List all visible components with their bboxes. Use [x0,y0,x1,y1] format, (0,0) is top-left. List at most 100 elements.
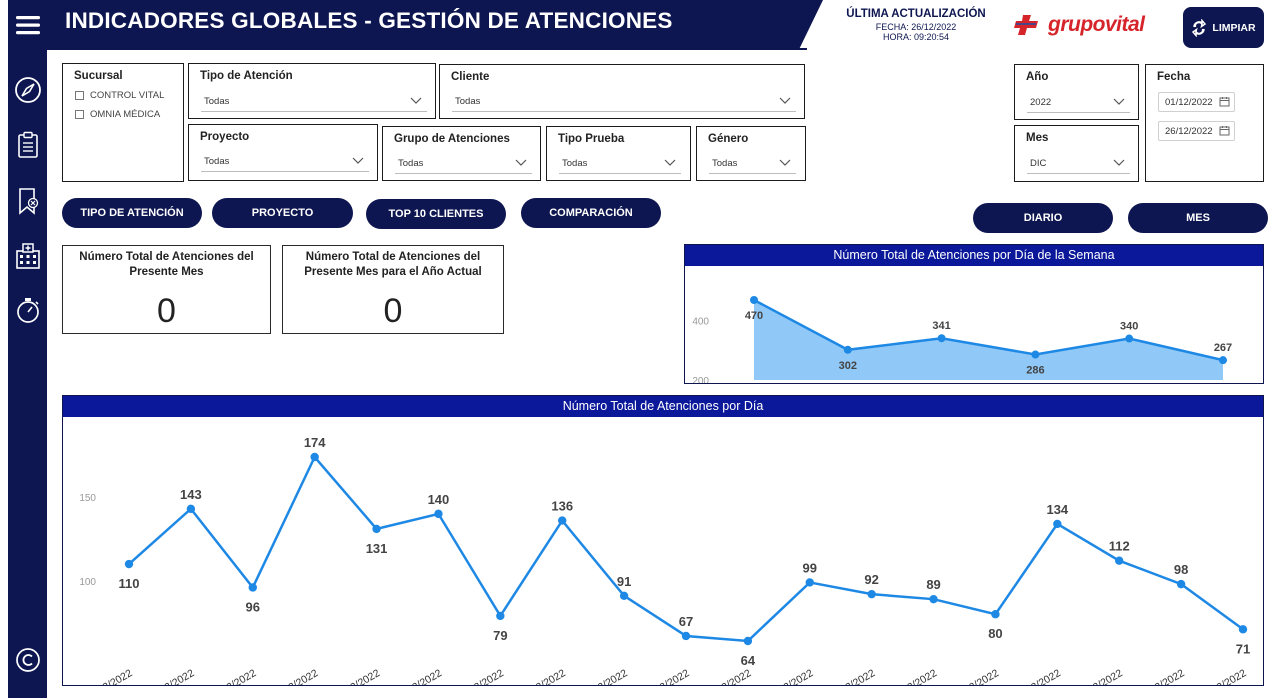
chart-daily: Número Total de Atenciones por Día 100 15… [62,395,1264,698]
filter-tipo-atencion-label: Tipo de Atención [200,70,293,82]
x-tick-label: 6/12/2022 [336,667,383,685]
title-underline [47,48,807,50]
data-label: 89 [926,577,940,592]
cliente-dropdown[interactable]: Todas [452,91,796,112]
x-tick-label: 15/12/2022 [702,667,754,685]
menu-icon[interactable] [12,9,43,40]
checkbox-omnia-medica[interactable]: OMNIA MÉDICA [75,109,160,120]
nav-top10-button[interactable]: TOP 10 CLIENTES [366,199,506,229]
data-point [867,589,876,599]
calendar-icon [1219,97,1230,107]
x-tick-label: 12/12/2022 [516,667,568,685]
kpi-mes-title: Número Total de Atenciones del Presente … [79,251,254,278]
hospital-icon[interactable] [12,240,43,271]
stopwatch-icon[interactable] [12,294,43,325]
data-label: 92 [864,572,878,587]
filter-cliente: Cliente Todas [439,64,805,119]
kpi-anio-value: 0 [383,292,403,330]
chevron-down-icon [779,97,791,104]
data-point [843,345,852,354]
data-point [805,578,814,587]
bookmark-icon[interactable] [12,185,43,216]
data-label: 112 [1109,539,1130,554]
compass-icon[interactable] [12,74,43,105]
nav-tipo-atencion-button[interactable]: TIPO DE ATENCIÓN [62,198,202,228]
data-label: 340 [1120,321,1138,333]
checkbox-control-vital[interactable]: CONTROL VITAL [75,90,164,101]
kpi-atenciones-mes: Número Total de Atenciones del Presente … [62,245,271,334]
nav-diario-button[interactable]: DIARIO [973,203,1113,233]
data-point [619,591,629,601]
chevron-down-icon [352,157,364,164]
page-title: INDICADORES GLOBALES - GESTIÓN DE ATENCI… [65,8,673,33]
filter-genero-label: Género [708,133,749,145]
data-label: 64 [741,653,756,668]
area-fill [754,300,1223,380]
x-tick-label: 5/12/2022 [274,667,321,685]
data-label: 91 [617,574,631,589]
clipboard-icon[interactable] [12,129,43,160]
data-point [310,452,319,462]
logo: grupovital [1014,10,1154,40]
kpi-anio-title: Número Total de Atenciones del Presente … [304,251,482,278]
data-point [743,636,753,646]
filter-cliente-label: Cliente [451,71,490,83]
chart-daily-title: Número Total de Atenciones por Día [63,396,1263,417]
x-tick-label: 17/12/2022 [826,667,878,685]
data-label: 110 [119,576,140,591]
data-label: 134 [1046,502,1068,517]
filter-tipo-atencion: Tipo de Atención Todas [188,63,436,119]
x-tick-label: 20/12/2022 [949,667,1001,685]
y-tick-label: 100 [79,577,96,588]
x-tick-label: 26/12/2022 [1197,667,1249,685]
date-start-input[interactable]: 01/12/2022 [1158,92,1235,112]
anio-dropdown[interactable]: 2022 [1027,92,1130,113]
filter-genero: Género Todas [696,126,806,181]
kpi-atenciones-anio: Número Total de Atenciones del Presente … [282,245,504,334]
nav-proyecto-button[interactable]: PROYECTO [212,198,353,228]
filter-grupo-atenciones-label: Grupo de Atenciones [394,133,510,145]
data-label: 67 [679,614,693,629]
data-label: 341 [932,320,950,332]
nav-mes-button[interactable]: MES [1128,203,1268,233]
logo-text: grupovital [1048,13,1145,36]
filter-sucursal: Sucursal CONTROL VITAL OMNIA MÉDICA [62,63,184,182]
x-tick-label: 10/12/2022 [454,667,506,685]
genero-dropdown[interactable]: Todas [709,153,796,174]
filter-grupo-atenciones: Grupo de Atenciones Todas [382,126,541,181]
filter-fecha: Fecha 01/12/2022 26/12/2022 [1145,64,1264,182]
y-tick-label: 200 [692,376,709,383]
x-tick-label: 16/12/2022 [764,667,816,685]
date-end-input[interactable]: 26/12/2022 [1158,121,1235,141]
x-tick-label: 19/12/2022 [888,667,940,685]
tipo-atencion-dropdown[interactable]: Todas [201,91,427,112]
data-point [937,334,946,343]
nav-comparacion-button[interactable]: COMPARACIÓN [521,198,661,228]
clear-filters-button[interactable]: LIMPIAR [1183,7,1264,48]
copyright-icon[interactable] [12,644,43,675]
sidebar [8,0,47,698]
data-label: 286 [1026,365,1044,377]
data-label: 140 [428,492,450,507]
grupo-atenciones-dropdown[interactable]: Todas [395,153,532,174]
title-bar: INDICADORES GLOBALES - GESTIÓN DE ATENCI… [47,0,823,48]
y-tick-label: 400 [692,317,709,328]
data-label: 470 [745,310,763,322]
data-point [1176,579,1186,589]
data-point [1125,334,1134,343]
data-label: 96 [246,599,260,614]
data-point [1031,350,1040,359]
calendar-icon [1219,126,1230,136]
mes-dropdown[interactable]: DIC [1027,153,1130,174]
proyecto-dropdown[interactable]: Todas [201,151,369,172]
filter-mes-label: Mes [1026,132,1049,144]
filter-proyecto-label: Proyecto [200,131,250,143]
data-point [991,610,1000,619]
chevron-down-icon [779,159,791,166]
tipo-prueba-dropdown[interactable]: Todas [559,153,681,174]
data-label: 131 [366,541,388,556]
data-point [681,631,691,641]
update-info: ÚLTIMA ACTUALIZACIÓN FECHA: 26/12/2022 H… [836,8,996,42]
update-time: HORA: 09:20:54 [882,32,950,42]
